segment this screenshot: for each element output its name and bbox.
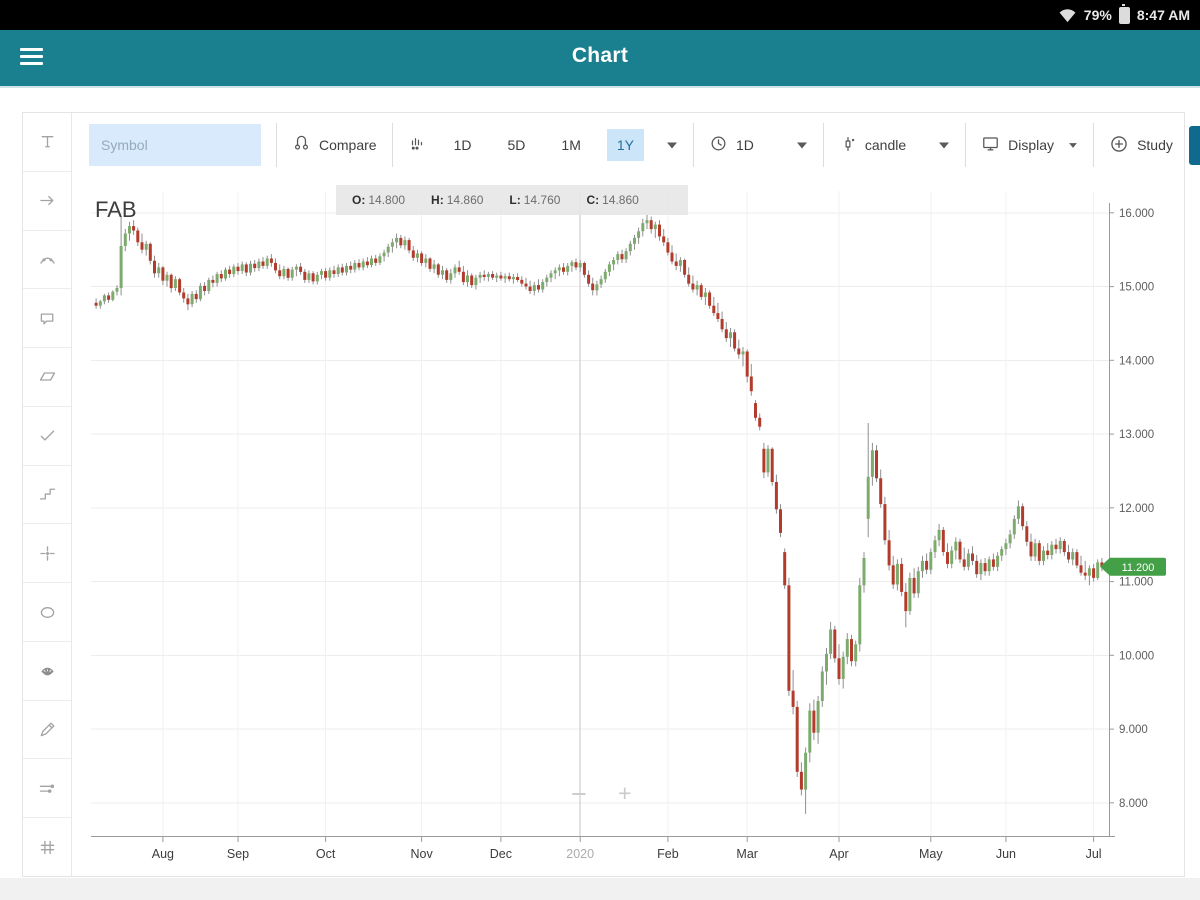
display-label: Display xyxy=(1008,137,1055,153)
svg-text:Aug: Aug xyxy=(152,847,174,861)
svg-text:11.000: 11.000 xyxy=(1119,577,1153,589)
battery-icon xyxy=(1118,3,1130,24)
svg-text:Dec: Dec xyxy=(490,847,512,861)
svg-text:12.000: 12.000 xyxy=(1119,503,1154,515)
compare-icon xyxy=(292,134,311,156)
crosshair-tool[interactable] xyxy=(23,524,71,584)
svg-text:15.000: 15.000 xyxy=(1119,282,1154,294)
wifi-icon xyxy=(1058,7,1077,23)
svg-text:Sep: Sep xyxy=(227,847,249,861)
svg-text:10.000: 10.000 xyxy=(1119,650,1154,662)
current-price-badge: 11.200 xyxy=(1100,557,1166,576)
symbol-input[interactable] xyxy=(89,124,261,166)
chart-canvas[interactable]: 16.000 15.000 14.000 13.000 12.000 11.000 10.0… xyxy=(91,187,1183,887)
toolbar-divider xyxy=(276,123,277,167)
page-title: Chart xyxy=(571,44,629,67)
plus-circle-icon xyxy=(1109,134,1129,157)
step-line-tool[interactable] xyxy=(23,466,71,525)
chart-panel: Compare 1D 5D 1M 1Y 1D candle Display xyxy=(22,112,1200,877)
svg-text:Mar: Mar xyxy=(736,847,758,861)
bottom-strip xyxy=(0,878,1200,900)
svg-text:Jul: Jul xyxy=(1086,847,1102,861)
grid-lines xyxy=(91,191,1109,836)
svg-text:Apr: Apr xyxy=(829,847,848,861)
chevron-down-icon[interactable] xyxy=(796,141,808,150)
toolbar-divider xyxy=(965,123,967,167)
arc-tool[interactable] xyxy=(23,231,71,290)
compare-label: Compare xyxy=(319,137,377,153)
ohlc-open: O: 14.800 xyxy=(352,193,406,207)
study-label: Study xyxy=(1137,137,1173,153)
svg-text:13.000: 13.000 xyxy=(1119,429,1154,441)
ohlc-low: L: 14.760 xyxy=(509,193,561,207)
text-tool[interactable] xyxy=(23,113,71,172)
study-button[interactable]: Study xyxy=(1109,134,1173,157)
range-bars-icon xyxy=(408,135,426,156)
ellipse-tool[interactable] xyxy=(23,583,71,642)
candlestick-series xyxy=(94,215,1104,814)
callout-tool[interactable] xyxy=(23,289,71,349)
svg-text:2020: 2020 xyxy=(566,847,594,861)
interval-label: 1D xyxy=(735,137,754,153)
svg-text:May: May xyxy=(919,847,943,861)
toolbar-divider xyxy=(822,123,824,167)
svg-text:Nov: Nov xyxy=(410,847,433,861)
x-axis-labels: Aug Sep Oct Nov Dec 2020 Feb Mar Apr May Jun Jul xyxy=(152,836,1102,861)
svg-text:Jun: Jun xyxy=(996,847,1016,861)
status-bar: 79% 8:47 AM xyxy=(0,0,1200,30)
range-button-1y[interactable]: 1Y xyxy=(606,129,644,161)
zoom-out-button[interactable]: − xyxy=(571,779,587,809)
range-button-1d[interactable]: 1D xyxy=(453,137,472,153)
candle-icon xyxy=(839,135,857,156)
parallelogram-tool[interactable] xyxy=(23,348,71,407)
ohlc-close: C: 14.860 xyxy=(586,193,639,207)
hamburger-menu-icon[interactable] xyxy=(20,48,43,65)
drawing-tools-sidebar xyxy=(23,113,72,876)
svg-text:Oct: Oct xyxy=(316,847,336,861)
symbol-label: FAB xyxy=(95,197,137,222)
reset-button[interactable]: Reset xyxy=(1188,125,1200,165)
display-icon xyxy=(981,134,1000,156)
clock-icon xyxy=(709,134,728,156)
range-button-1m[interactable]: 1M xyxy=(561,137,581,153)
pencil-tool[interactable] xyxy=(23,701,71,760)
range-button-5d[interactable]: 5D xyxy=(507,137,526,153)
toolbar-divider xyxy=(391,123,393,167)
toolbar-divider xyxy=(1093,123,1095,167)
interval-selector[interactable]: 1D xyxy=(709,134,808,156)
ohlc-high: H: 14.860 xyxy=(431,193,484,207)
chevron-down-icon[interactable] xyxy=(666,141,678,150)
y-axis-labels: 16.000 15.000 14.000 13.000 12.000 11.000 10.0… xyxy=(1109,208,1154,810)
chevron-down-icon[interactable] xyxy=(938,141,950,150)
battery-percent: 79% xyxy=(1083,7,1112,23)
zoom-in-button[interactable]: + xyxy=(618,780,632,806)
compare-button[interactable]: Compare xyxy=(292,134,377,156)
svg-text:Feb: Feb xyxy=(657,847,679,861)
svg-text:11.200: 11.200 xyxy=(1122,562,1155,574)
chevron-down-icon[interactable] xyxy=(1068,142,1078,149)
arrow-tool[interactable] xyxy=(23,172,71,231)
chart-style-label: candle xyxy=(864,137,907,153)
chart-style-selector[interactable]: candle xyxy=(839,135,950,156)
brush-tool[interactable] xyxy=(23,642,71,701)
svg-text:9.000: 9.000 xyxy=(1119,724,1148,736)
ohlc-legend: O: 14.800 H: 14.860 L: 14.760 C: 14.860 xyxy=(336,185,688,215)
display-selector[interactable]: Display xyxy=(981,134,1078,156)
levels-tool[interactable] xyxy=(23,759,71,819)
range-selector: 1D 5D 1M 1Y xyxy=(408,129,678,161)
svg-text:14.000: 14.000 xyxy=(1119,355,1154,367)
svg-text:16.000: 16.000 xyxy=(1119,208,1154,220)
app-bar xyxy=(0,30,1200,88)
grid-tool[interactable] xyxy=(23,818,71,876)
status-time: 8:47 AM xyxy=(1136,7,1190,23)
check-tool[interactable] xyxy=(23,407,71,466)
axes xyxy=(91,203,1115,837)
toolbar-divider xyxy=(692,123,694,167)
chart-toolbar: Compare 1D 5D 1M 1Y 1D candle Display xyxy=(89,117,1200,173)
svg-text:8.000: 8.000 xyxy=(1119,798,1148,810)
